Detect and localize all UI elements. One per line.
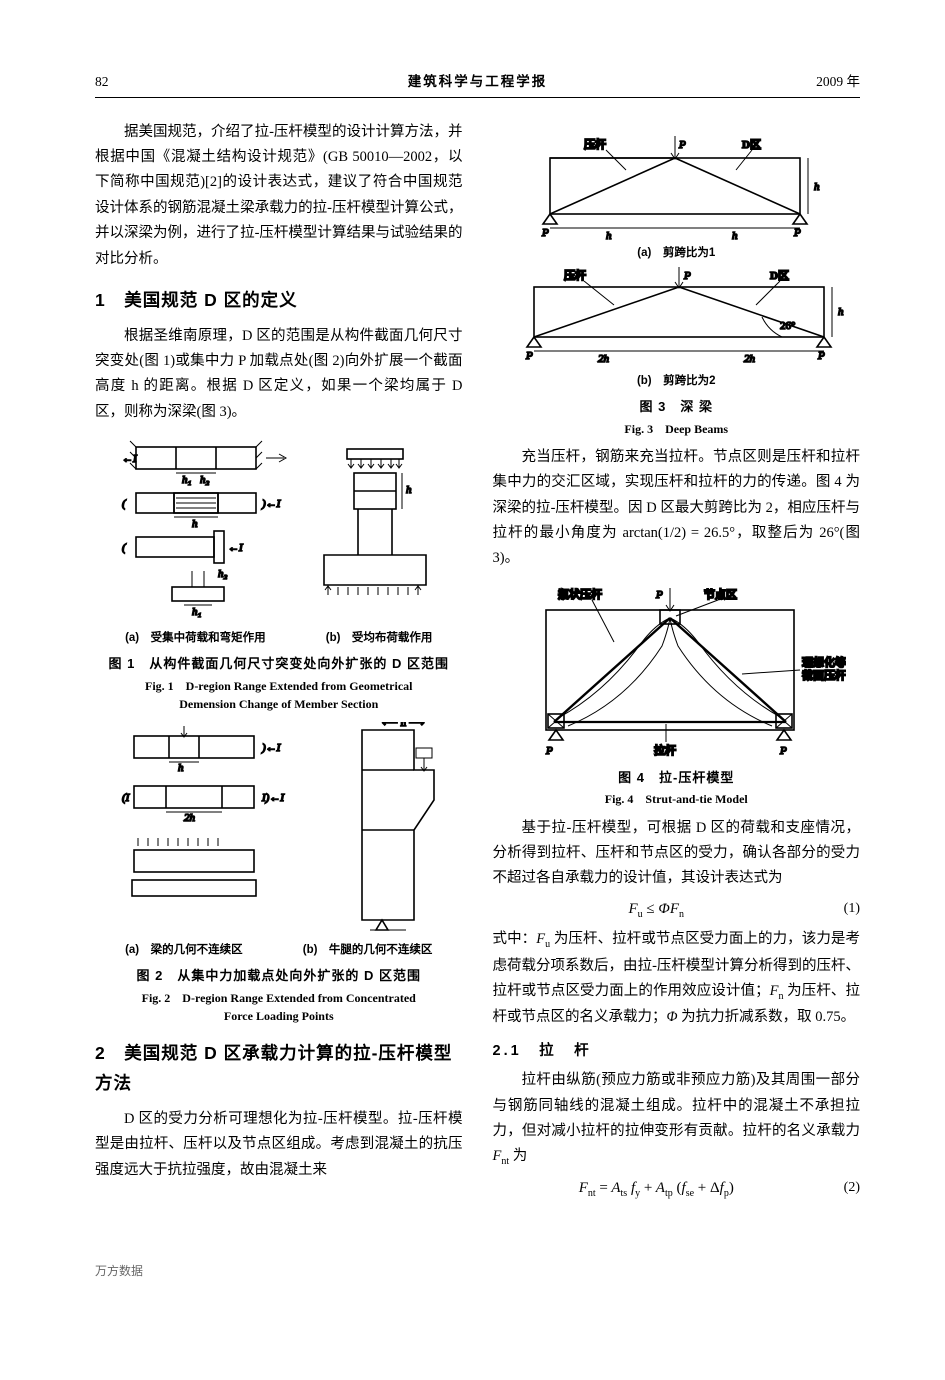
eq2-expr: Fnt = Ats fy + Atp (fse + Δfp) bbox=[493, 1175, 821, 1203]
svg-text:压杆: 压杆 bbox=[584, 137, 606, 151]
svg-text:)←I: )←I bbox=[261, 742, 282, 754]
svg-text:P: P bbox=[541, 227, 549, 239]
svg-text:P: P bbox=[545, 745, 553, 757]
svg-text:P: P bbox=[779, 745, 787, 757]
svg-text:P: P bbox=[678, 139, 686, 151]
fig1-caption-en1: Fig. 1 D-region Range Extended from Geom… bbox=[95, 678, 463, 694]
fig1-subcap-b: (b) 受均布荷载作用 bbox=[326, 628, 433, 648]
svg-text:P: P bbox=[525, 350, 533, 362]
svg-text:拉杆: 拉杆 bbox=[654, 743, 676, 757]
fig3-subcap-b: (b) 剪跨比为2 bbox=[493, 371, 861, 391]
fig1-subcap-a: (a) 受集中荷载和弯矩作用 bbox=[125, 628, 266, 648]
eq1-num: (1) bbox=[820, 897, 860, 922]
svg-text:(I: (I bbox=[122, 792, 131, 804]
svg-text:h₂: h₂ bbox=[200, 474, 210, 486]
fig3-subcap-a: (a) 剪跨比为1 bbox=[493, 243, 861, 263]
svg-text:压杆: 压杆 bbox=[564, 268, 586, 282]
figure-4: P P P 瓶状压杆 节点区 理想化等 截面压杆 拉杆 bbox=[493, 582, 861, 808]
svg-text:←I: ←I bbox=[122, 453, 138, 465]
svg-text:h: h bbox=[606, 230, 612, 240]
fig2-caption-cn: 图 2 从集中力加载点处向外扩张的 D 区范围 bbox=[95, 965, 463, 988]
figure-2: h )←I (I I)←I 2h bbox=[95, 722, 463, 1024]
figure-4-svg: P P P 瓶状压杆 节点区 理想化等 截面压杆 拉杆 bbox=[506, 582, 846, 762]
svg-text:I)←I: I)←I bbox=[261, 792, 285, 804]
figure-3: P 压杆 D区 P P h h bbox=[493, 130, 861, 437]
svg-text:瓶状压杆: 瓶状压杆 bbox=[558, 587, 602, 601]
right-column: P 压杆 D区 P P h h bbox=[493, 120, 861, 1207]
right-p1: 充当压杆，钢筋来充当拉杆。节点区则是压杆和拉杆集中力的交汇区域，实现压杆和拉杆的… bbox=[493, 445, 861, 572]
intro-paragraph: 据美国规范，介绍了拉-压杆模型的设计计算方法，并根据中国《混凝土结构设计规范》(… bbox=[95, 120, 463, 272]
footer: 万方数据 bbox=[95, 1261, 860, 1282]
fig2-subcap-a: (a) 梁的几何不连续区 bbox=[125, 940, 243, 960]
svg-text:h: h bbox=[838, 306, 844, 318]
svg-text:h₁: h₁ bbox=[182, 474, 192, 486]
fig4-caption-en: Fig. 4 Strut-and-tie Model bbox=[493, 791, 861, 807]
page-number: 82 bbox=[95, 70, 165, 94]
figure-3a-svg: P 压杆 D区 P P h h bbox=[506, 130, 846, 240]
eq2-num: (2) bbox=[820, 1176, 860, 1201]
svg-text:26°: 26° bbox=[780, 320, 795, 332]
svg-text:P: P bbox=[655, 589, 663, 601]
svg-text:h: h bbox=[192, 518, 198, 530]
fig1-caption-cn: 图 1 从构件截面几何尺寸突变处向外扩张的 D 区范围 bbox=[95, 653, 463, 676]
svg-text:截面压杆: 截面压杆 bbox=[802, 668, 846, 682]
svg-text:2h: 2h bbox=[744, 353, 756, 365]
svg-text:⟵ h ⟶: ⟵ h ⟶ bbox=[382, 722, 425, 729]
svg-text:h₁: h₁ bbox=[192, 606, 202, 618]
svg-text:D区: D区 bbox=[770, 269, 789, 282]
eq1-expr: Fu ≤ ΦFn bbox=[493, 896, 821, 924]
svg-text:P: P bbox=[683, 270, 691, 282]
right-p3: 式中：Fu 为压杆、拉杆或节点区受力面上的力，该力是考虑荷载分项系数后，由拉-压… bbox=[493, 927, 861, 1031]
fig1-caption-en2: Demension Change of Member Section bbox=[95, 696, 463, 712]
fig2-caption-en2: Force Loading Points bbox=[95, 1008, 463, 1024]
journal-name: 建筑科学与工程学报 bbox=[165, 70, 790, 94]
right-p4: 拉杆由纵筋(预应力筋或非预应力筋)及其周围一部分与钢筋同轴线的混凝土组成。拉杆中… bbox=[493, 1068, 861, 1171]
fig3-caption-en: Fig. 3 Deep Beams bbox=[493, 421, 861, 437]
subsection-2-1: 2.1 拉 杆 bbox=[493, 1039, 861, 1064]
figure-1-svg: ←I h₁ h₂ ( )←I h bbox=[114, 435, 444, 625]
svg-text:)←I: )←I bbox=[261, 498, 282, 510]
two-column-body: 据美国规范，介绍了拉-压杆模型的设计计算方法，并根据中国《混凝土结构设计规范》(… bbox=[95, 120, 860, 1207]
svg-text:P: P bbox=[793, 227, 801, 239]
fig3-caption-cn: 图 3 深 梁 bbox=[493, 396, 861, 419]
figure-3b-svg: P 压杆 D区 26° P P 2h bbox=[506, 263, 846, 368]
figure-2-svg: h )←I (I I)←I 2h bbox=[114, 722, 444, 937]
svg-text:(: ( bbox=[122, 542, 127, 554]
svg-text:h: h bbox=[406, 484, 412, 496]
svg-text:h: h bbox=[178, 762, 184, 774]
svg-text:节点区: 节点区 bbox=[704, 587, 737, 601]
fig2-subcap-b: (b) 牛腿的几何不连续区 bbox=[303, 940, 433, 960]
svg-text:(: ( bbox=[122, 498, 127, 510]
svg-text:h: h bbox=[814, 181, 820, 193]
figure-1: ←I h₁ h₂ ( )←I h bbox=[95, 435, 463, 712]
fig4-caption-cn: 图 4 拉-压杆模型 bbox=[493, 767, 861, 790]
svg-text:2h: 2h bbox=[598, 353, 610, 365]
fig2-caption-en1: Fig. 2 D-region Range Extended from Conc… bbox=[95, 990, 463, 1006]
section-2-title: 2 美国规范 D 区承载力计算的拉-压杆模型方法 bbox=[95, 1038, 463, 1099]
svg-text:←I: ←I bbox=[228, 542, 244, 554]
svg-text:h: h bbox=[732, 230, 738, 240]
section-2-body: D 区的受力分析可理想化为拉-压杆模型。拉-压杆模型是由拉杆、压杆以及节点区组成… bbox=[95, 1107, 463, 1183]
page-header: 82 建筑科学与工程学报 2009 年 bbox=[95, 70, 860, 98]
left-column: 据美国规范，介绍了拉-压杆模型的设计计算方法，并根据中国《混凝土结构设计规范》(… bbox=[95, 120, 463, 1207]
section-1-body: 根据圣维南原理，D 区的范围是从构件截面几何尺寸突变处(图 1)或集中力 P 加… bbox=[95, 324, 463, 426]
year: 2009 年 bbox=[790, 70, 860, 94]
equation-2: Fnt = Ats fy + Atp (fse + Δfp) (2) bbox=[493, 1175, 861, 1203]
svg-text:理想化等: 理想化等 bbox=[802, 655, 846, 669]
svg-text:D区: D区 bbox=[742, 138, 761, 151]
svg-text:2h: 2h bbox=[184, 812, 196, 824]
right-p2: 基于拉-压杆模型，可根据 D 区的荷载和支座情况，分析得到拉杆、压杆和节点区的受… bbox=[493, 816, 861, 892]
equation-1: Fu ≤ ΦFn (1) bbox=[493, 896, 861, 924]
section-1-title: 1 美国规范 D 区的定义 bbox=[95, 285, 463, 316]
svg-text:h₂: h₂ bbox=[218, 568, 228, 580]
svg-text:P: P bbox=[817, 350, 825, 362]
